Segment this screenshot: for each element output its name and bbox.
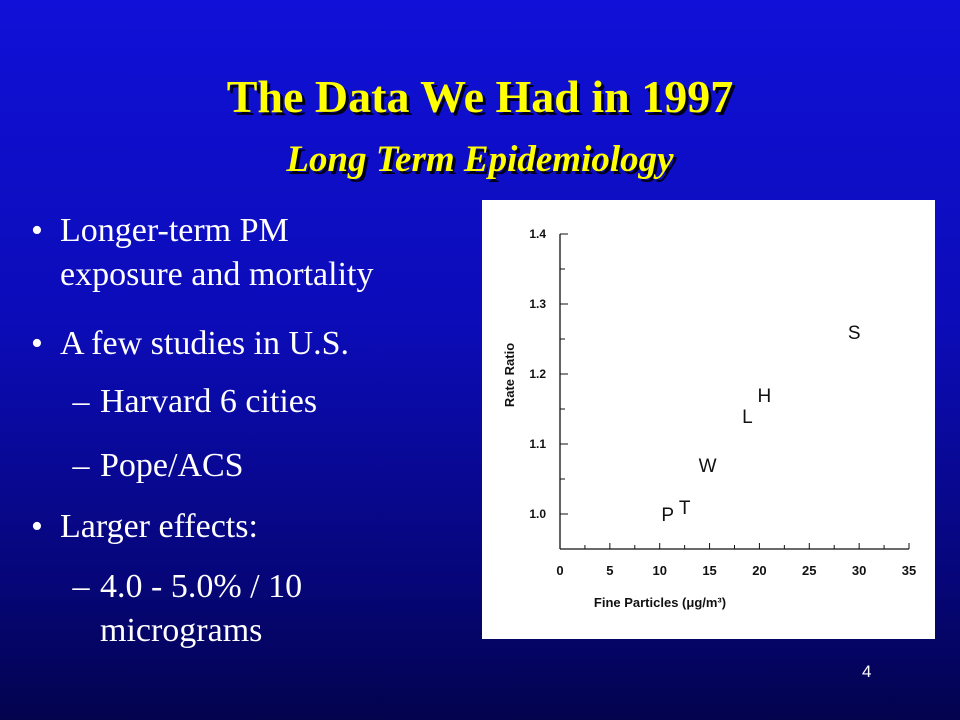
bullet-marker: • <box>31 325 43 362</box>
x-tick-label: 15 <box>702 563 716 578</box>
data-point-p: P <box>661 505 674 526</box>
sub-bullet-marker: – <box>72 447 90 484</box>
bullet-text-line: A few studies in U.S. <box>60 325 349 362</box>
sub-bullet-marker: – <box>72 568 90 605</box>
bullet-text-line: Pope/ACS <box>100 447 244 484</box>
data-point-t: T <box>679 498 691 519</box>
y-tick-label: 1.0 <box>529 507 546 521</box>
bullet-text-line: 4.0 - 5.0% / 10 <box>100 568 303 605</box>
chart-points: P TW LH S <box>661 323 860 526</box>
x-tick-label: 5 <box>606 563 613 578</box>
x-tick-label: 30 <box>852 563 866 578</box>
bullet-text-line: Larger effects: <box>60 508 258 545</box>
slide-subtitle: Long Term Epidemiology <box>286 139 674 180</box>
slide-title: The Data We Had in 1997 <box>226 71 734 122</box>
x-tick-label: 10 <box>652 563 666 578</box>
bullet-text-line: exposure and mortality <box>60 256 374 293</box>
bullet-text-line: micrograms <box>100 612 263 649</box>
data-point-h: H <box>758 386 772 407</box>
bullet-marker: • <box>31 212 43 249</box>
bullet-text-line: Longer-term PM <box>60 212 289 249</box>
y-tick-label: 1.4 <box>529 227 546 241</box>
x-axis-label: Fine Particles (μg/m³) <box>594 595 726 610</box>
page-number: 4 <box>862 662 872 681</box>
y-tick-label: 1.1 <box>529 437 546 451</box>
x-tick-label: 25 <box>802 563 816 578</box>
sub-bullet-marker: – <box>72 383 90 420</box>
x-tick-label: 0 <box>556 563 563 578</box>
bullet-marker: • <box>31 508 43 545</box>
x-tick-label: 35 <box>902 563 916 578</box>
x-tick-label: 20 <box>752 563 766 578</box>
scatter-chart: 0 5 10 15 20 25 30 35 1.0 1.1 1.2 1.3 1.4 P TW LH S Fin… <box>502 227 916 610</box>
y-axis-label: Rate Ratio <box>502 343 517 407</box>
data-point-s: S <box>848 323 861 344</box>
y-tick-label: 1.2 <box>529 367 546 381</box>
data-point-w: W <box>699 456 717 477</box>
y-tick-label: 1.3 <box>529 297 546 311</box>
chart-axes: 0 5 10 15 20 25 30 35 1.0 1.1 1.2 1.3 1.4 <box>529 227 916 578</box>
data-point-l: L <box>742 407 753 428</box>
bullet-text-line: Harvard 6 cities <box>100 383 318 420</box>
